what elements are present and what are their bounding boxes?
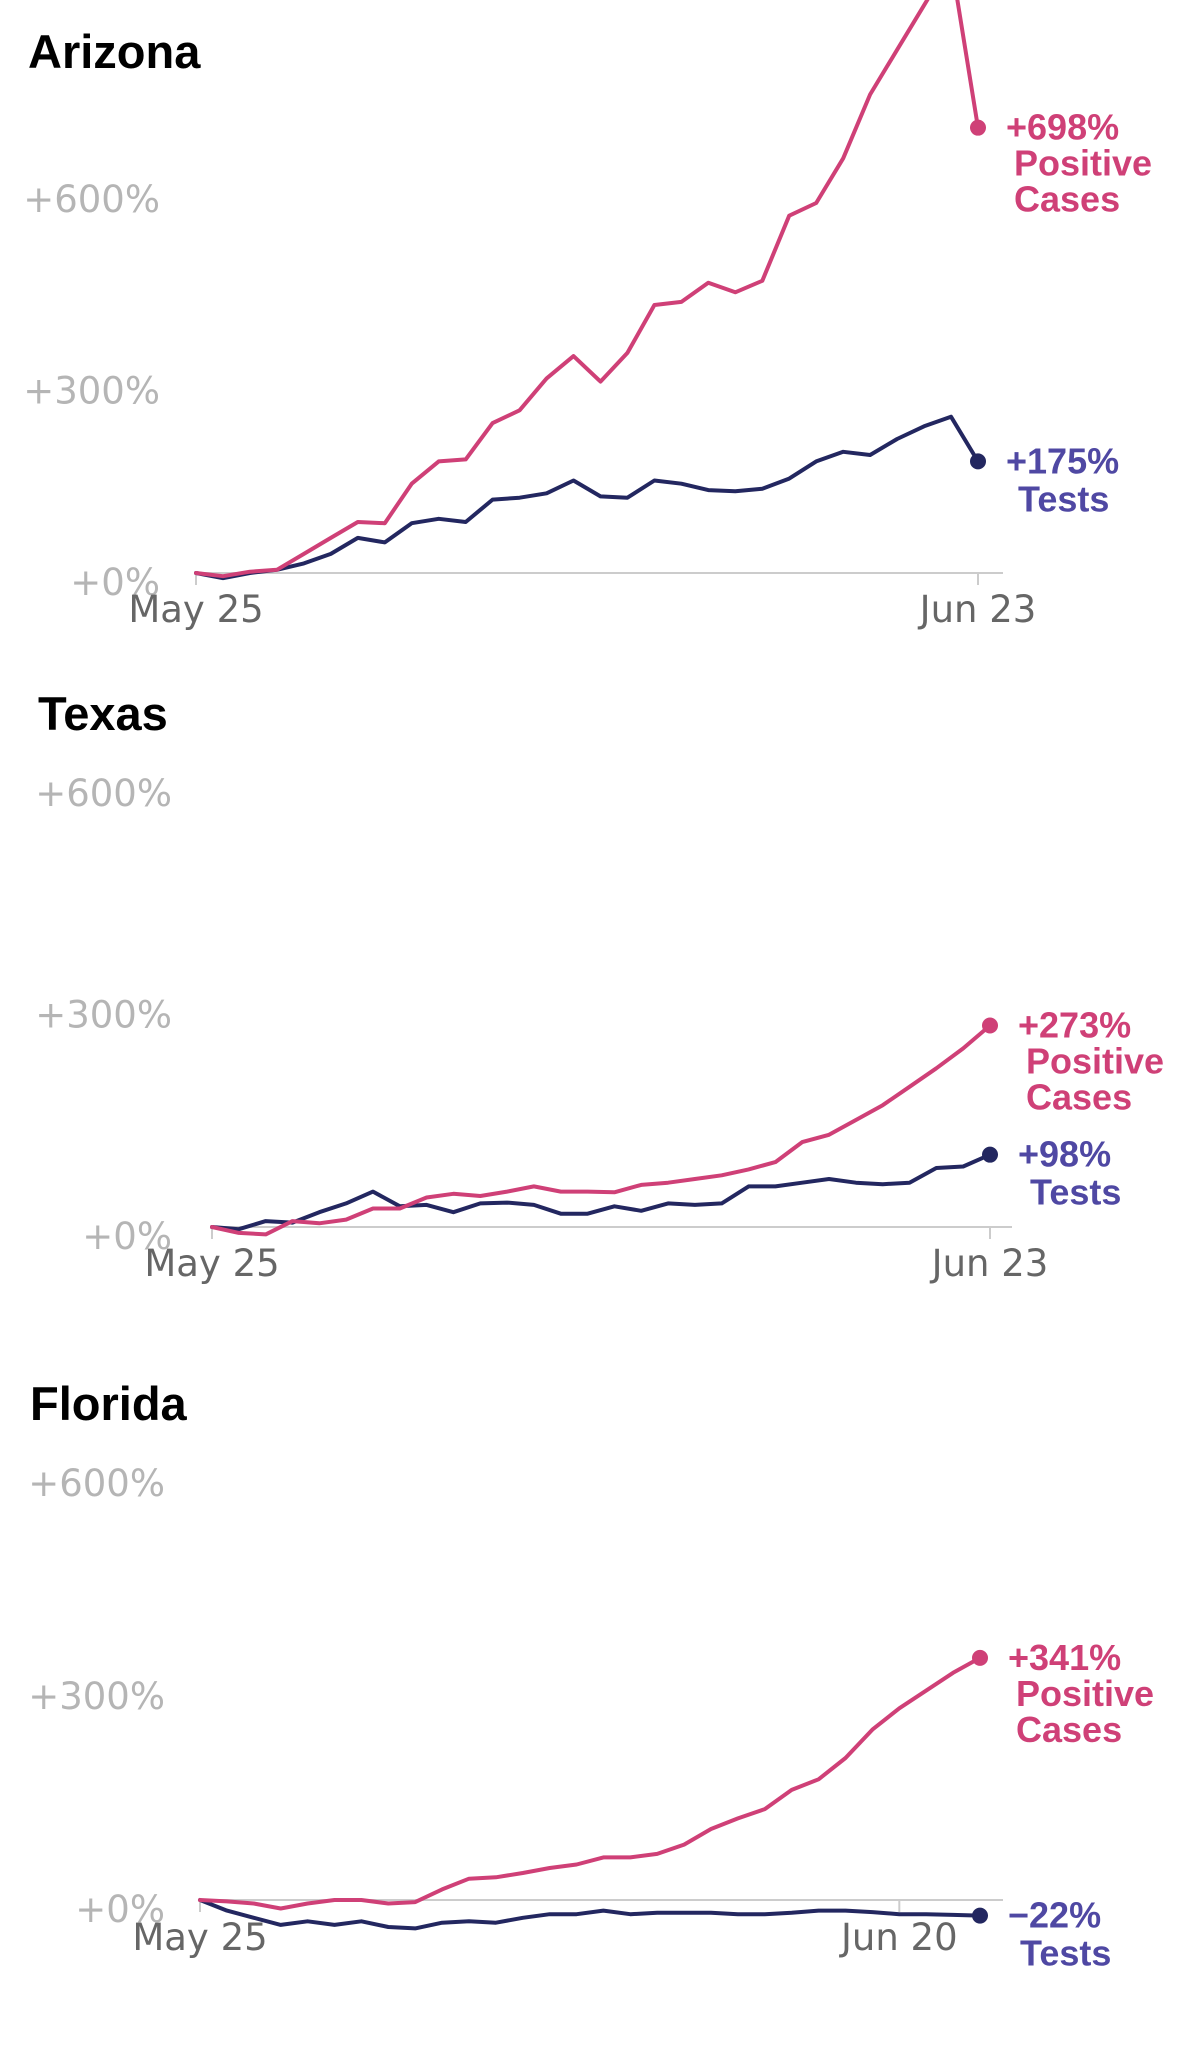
x-tick-label: May 25 [144, 1242, 279, 1285]
line-chart: +600% +300% +0%May 25 Jun 23 +273%PositiveCa… [35, 772, 1164, 1285]
y-tick-label: +600% [23, 178, 160, 221]
x-tick-label: Jun 20 [839, 1916, 958, 1959]
y-tick-label: +300% [28, 1675, 165, 1718]
cases-name-label: Cases [1014, 179, 1120, 220]
chart-panel-arizona: Arizona +600% +300% +0% May 25 Jun 23 +698% Po… [0, 0, 1191, 650]
tests-line [198, 1898, 982, 1931]
y-tick-label: +600% [35, 772, 172, 815]
tests-end-dot [982, 1146, 998, 1163]
x-tick-label: Jun 23 [930, 1242, 1049, 1285]
panel-title: Florida [30, 1377, 187, 1430]
tests-line [210, 1152, 992, 1232]
tests-value-label: +175% [1006, 440, 1119, 481]
y-tick-label: +0% [70, 561, 160, 604]
cases-line [210, 1023, 992, 1237]
cases-end-dot [970, 119, 986, 136]
line-chart: +600% +300% +0%May 25 Jun 20 +341%PositiveCa… [28, 1462, 1154, 1974]
tests-value-label: −22% [1008, 1895, 1101, 1936]
cases-end-dot [972, 1649, 988, 1666]
tests-line [194, 414, 980, 581]
cases-value-label: +698% [1006, 107, 1119, 148]
tests-end-dot [972, 1907, 988, 1924]
tests-end-dot [970, 453, 986, 470]
y-tick-label: +0% [75, 1888, 165, 1931]
y-tick-label: +600% [28, 1462, 165, 1505]
x-tick-label: May 25 [128, 588, 263, 631]
y-tick-label: +300% [35, 994, 172, 1037]
cases-line [194, 0, 980, 579]
chart-panel-texas: Texas +600% +300% +0% May 25 Jun 23 +273% Posi… [0, 650, 1191, 1340]
cases-name-label: Cases [1026, 1077, 1132, 1118]
tests-name-label: Tests [1030, 1172, 1121, 1213]
cases-name-label: Positive [1016, 1673, 1154, 1714]
tests-name-label: Tests [1018, 478, 1109, 519]
chart-panel-florida: Florida +600% +300% +0% May 25 Jun 20 +341% Po… [0, 1340, 1191, 2048]
cases-line [198, 1655, 982, 1911]
y-tick-label: +300% [23, 370, 160, 413]
cases-name-label: Positive [1014, 143, 1152, 184]
panel-title: Texas [38, 687, 168, 740]
cases-name-label: Positive [1026, 1041, 1164, 1082]
panel-title: Arizona [28, 25, 201, 78]
line-chart: +600% +300% +0%May 25 Jun 23 +698%PositiveCa… [23, 0, 1152, 631]
cases-value-label: +341% [1008, 1637, 1121, 1678]
cases-name-label: Cases [1016, 1709, 1122, 1750]
cases-value-label: +273% [1018, 1005, 1131, 1046]
tests-name-label: Tests [1020, 1933, 1111, 1974]
cases-end-dot [982, 1017, 998, 1034]
tests-value-label: +98% [1018, 1134, 1111, 1175]
x-tick-label: Jun 23 [918, 588, 1037, 631]
y-tick-label: +0% [82, 1215, 172, 1258]
x-tick-label: May 25 [132, 1916, 267, 1959]
